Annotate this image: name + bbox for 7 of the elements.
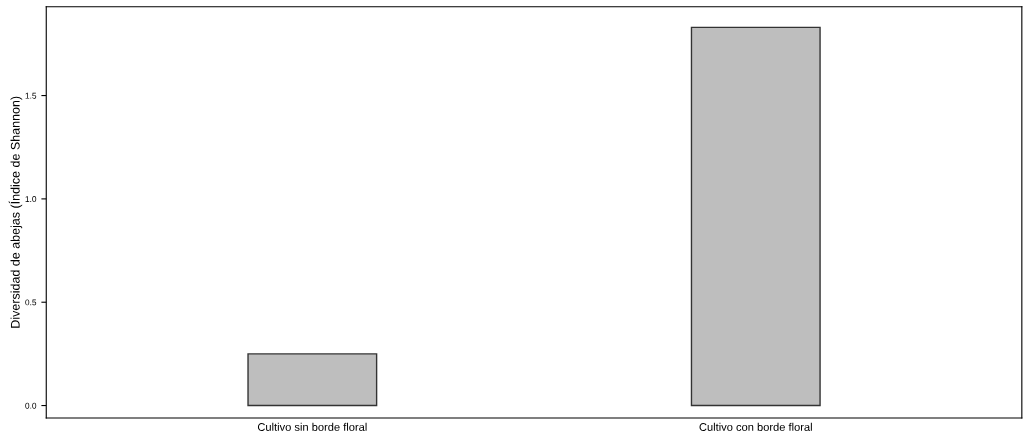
y-tick-label: 1.0 bbox=[25, 196, 37, 202]
y-tick-label: 0.5 bbox=[25, 299, 37, 306]
x-tick-label: Cultivo con borde floral bbox=[699, 422, 812, 431]
x-tick-label: Cultivo sin borde floral bbox=[257, 422, 367, 431]
y-tick-label: 1.5 bbox=[25, 92, 37, 99]
y-axis-title: Diversidad de abejas (Índice de Shannon) bbox=[8, 96, 23, 328]
y-tick-label: 0.0 bbox=[25, 402, 37, 409]
